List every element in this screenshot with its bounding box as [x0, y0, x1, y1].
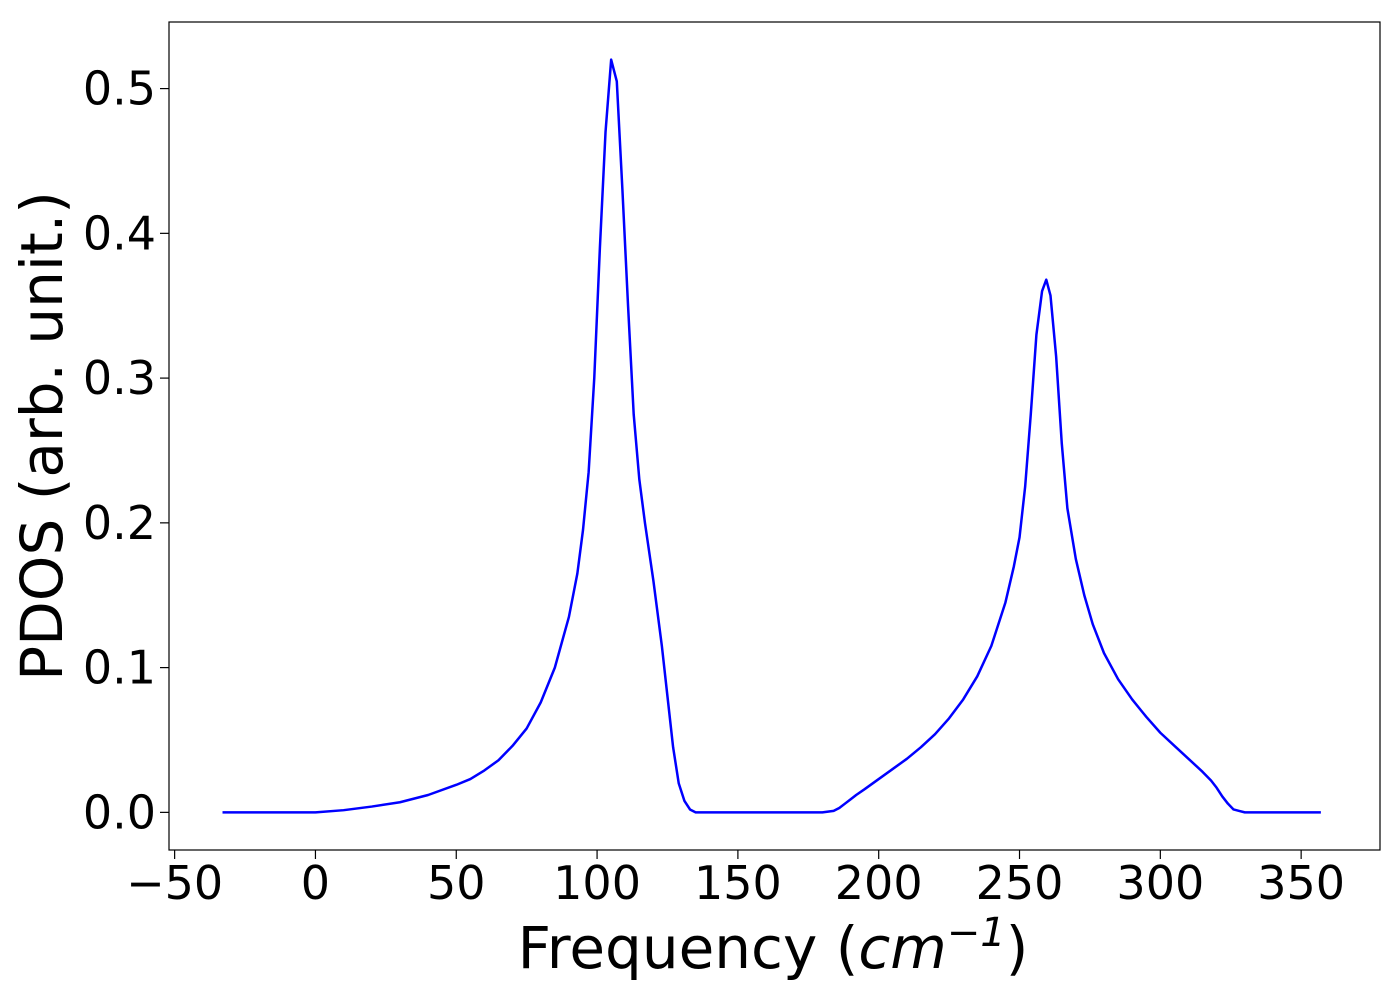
- y-tick-label: 0.0: [83, 785, 156, 839]
- x-tick-label: 350: [1257, 856, 1345, 910]
- y-tick-label: 0.4: [83, 206, 156, 260]
- x-tick-label: 300: [1116, 856, 1204, 910]
- x-tick-label: −50: [126, 856, 223, 910]
- pdos-series-line: [222, 58, 1321, 814]
- y-axis-ticks: 0.0 0.1 0.2 0.3 0.4 0.5: [83, 62, 169, 839]
- x-axis-label: Frequency (cm−1): [518, 910, 1029, 982]
- y-tick-label: 0.2: [83, 496, 156, 550]
- x-tick-label: 50: [427, 856, 486, 910]
- x-tick-label: 200: [835, 856, 923, 910]
- x-tick-label: 250: [976, 856, 1064, 910]
- x-tick-label: 100: [553, 856, 641, 910]
- y-axis-label: PDOS (arb. unit.): [8, 191, 76, 681]
- x-tick-label: 150: [694, 856, 782, 910]
- plot-frame: [168, 21, 1381, 851]
- x-axis-ticks: −50 0 50 100 150 200 250 300 350: [126, 850, 1345, 910]
- y-tick-label: 0.1: [83, 641, 156, 695]
- y-tick-label: 0.5: [83, 62, 156, 116]
- y-tick-label: 0.3: [83, 351, 156, 405]
- x-tick-label: 0: [301, 856, 330, 910]
